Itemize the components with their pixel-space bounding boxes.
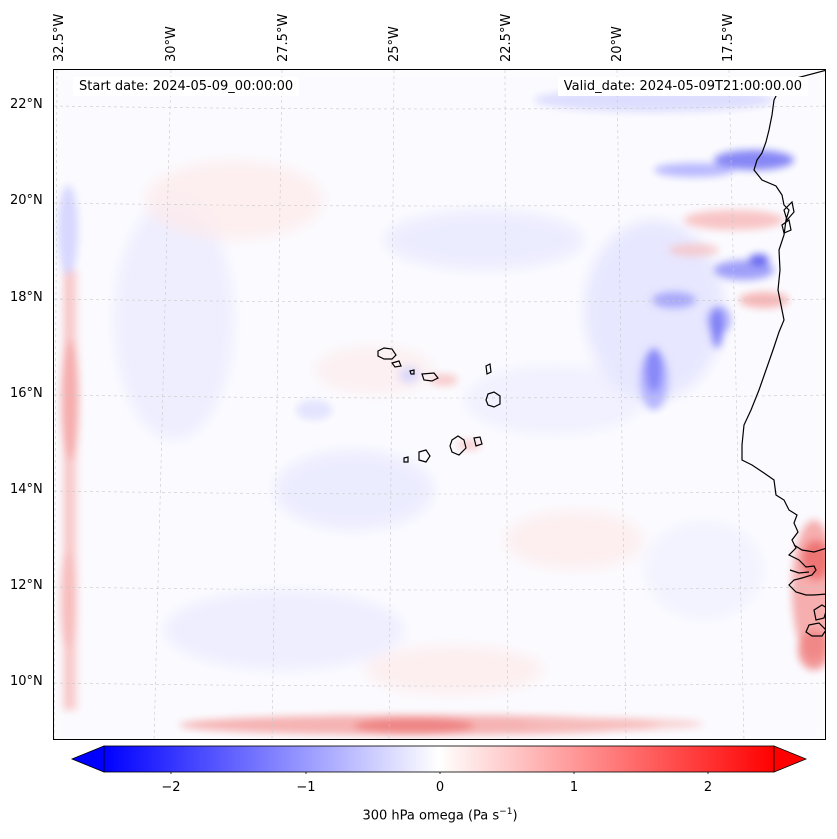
omega-strong-features — [58, 88, 825, 735]
colorbar-label-main: 300 hPa omega (Pa s — [362, 808, 500, 824]
colorbar-tick-minus-1: −1 — [296, 780, 316, 795]
valid-date-label: Valid_date: 2024-05-09T21:00:00.00 — [557, 77, 808, 96]
lat-label-16n: 16°N — [10, 386, 43, 401]
colorbar — [70, 745, 808, 774]
map-panel[interactable] — [53, 69, 826, 740]
lat-label-10n: 10°N — [10, 674, 43, 689]
lat-label-12n: 12°N — [10, 578, 43, 593]
colorbar-tick-2: 2 — [703, 780, 713, 795]
colorbar-label-close: ) — [512, 808, 518, 824]
lat-label-20n: 20°N — [10, 193, 43, 208]
start-date-label: Start date: 2024-05-09_00:00:00 — [73, 77, 300, 96]
lon-label-30w: 30°W — [164, 26, 179, 62]
omega-field-map — [54, 70, 825, 739]
lat-label-14n: 14°N — [10, 482, 43, 497]
omega-field — [54, 70, 825, 739]
lon-label-27-5w: 27.5°W — [276, 13, 291, 62]
graticule — [54, 70, 825, 739]
colorbar-label: 300 hPa omega (Pa s−1) — [362, 807, 517, 823]
colorbar-tick-0: 0 — [435, 780, 445, 795]
lon-label-20w: 20°W — [610, 26, 625, 62]
colorbar-min-extension — [70, 745, 105, 773]
lat-label-22n: 22°N — [10, 97, 43, 112]
lon-label-22-5w: 22.5°W — [499, 13, 514, 62]
colorbar-label-exponent: −1 — [499, 807, 513, 817]
lon-label-17-5w: 17.5°W — [721, 13, 736, 62]
lon-label-32-5w: 32.5°W — [52, 13, 67, 62]
colorbar-max-extension — [773, 745, 808, 773]
lon-label-25w: 25°W — [387, 26, 402, 62]
colorbar-gradient — [103, 745, 775, 773]
colorbar-tick-minus-2: −2 — [161, 780, 181, 795]
colorbar-tick-1: 1 — [569, 780, 579, 795]
coastlines — [377, 70, 825, 637]
lat-label-18n: 18°N — [10, 290, 43, 305]
